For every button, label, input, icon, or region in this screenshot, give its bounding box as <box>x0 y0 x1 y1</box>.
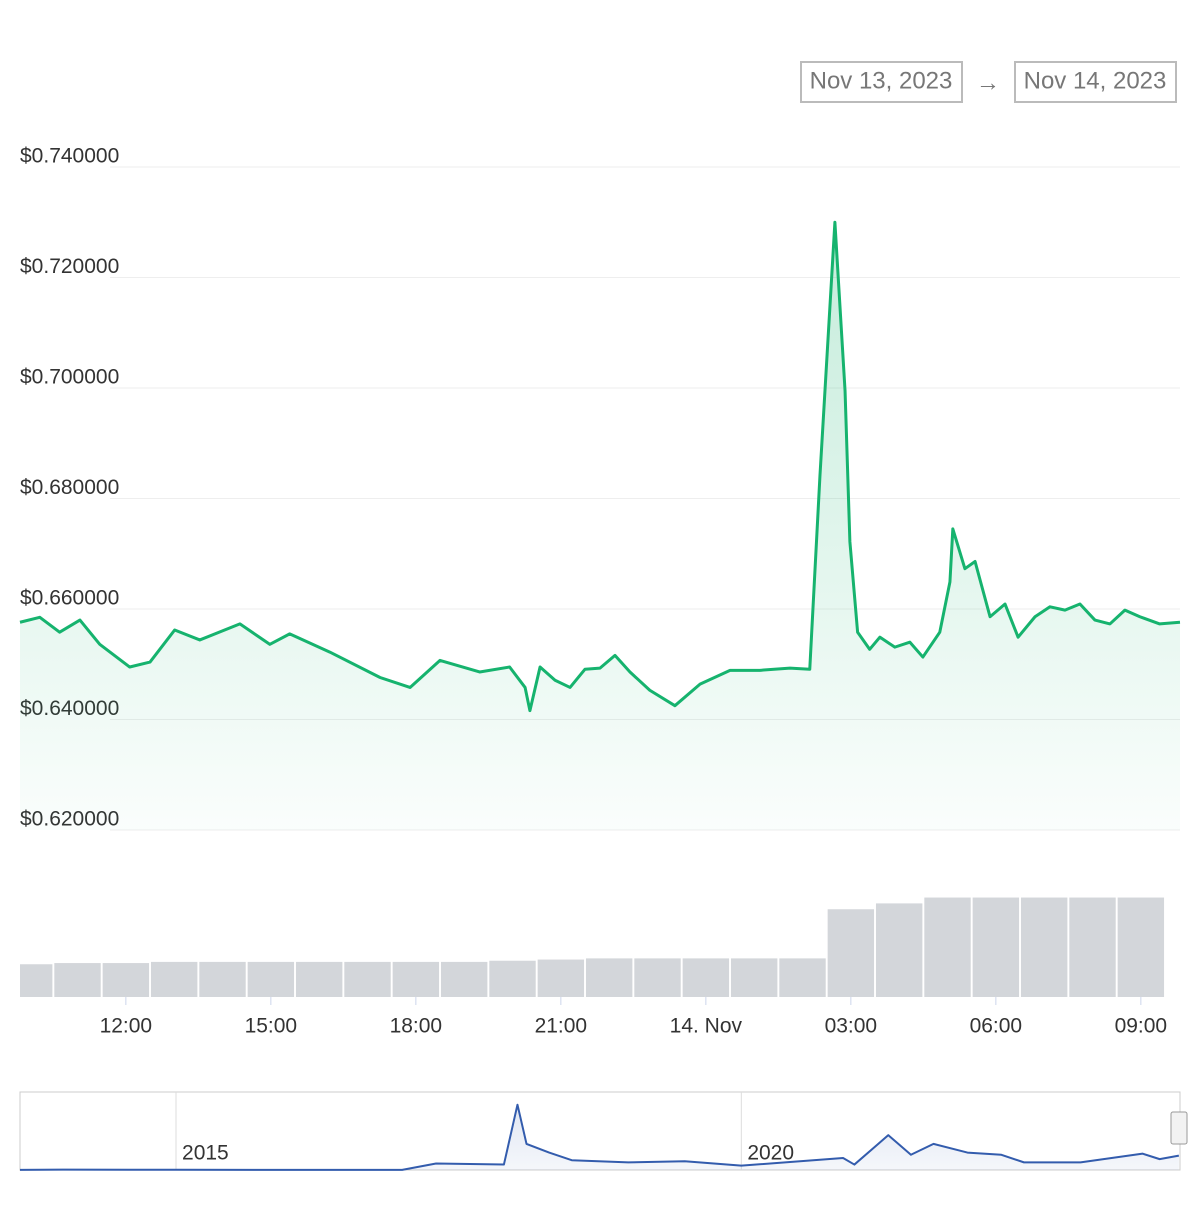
volume-bar <box>392 961 440 997</box>
volume-bar <box>102 963 150 997</box>
area <box>20 222 1180 830</box>
x-tick-label: 12:00 <box>100 1015 153 1038</box>
x-tick-label: 21:00 <box>535 1015 588 1038</box>
volume-bar <box>199 961 246 997</box>
y-tick-label: $0.660000 <box>20 587 119 610</box>
date-from-box[interactable] <box>800 61 963 103</box>
volume-bar <box>20 964 53 997</box>
x-tick-label: 03:00 <box>825 1015 878 1038</box>
area <box>20 1104 1179 1170</box>
y-tick-label: $0.740000 <box>20 145 119 168</box>
volume-bar <box>1020 897 1068 997</box>
volume-bar <box>875 903 923 997</box>
volume-bar <box>1117 897 1165 997</box>
y-tick-label: $0.700000 <box>20 366 119 389</box>
x-tick-label: 2020 <box>747 1142 794 1165</box>
volume-bar <box>972 897 1020 997</box>
x-tick-label: 15:00 <box>245 1015 298 1038</box>
price-line <box>19 220 1181 713</box>
x-tick-label: 18:00 <box>390 1015 443 1038</box>
volume-bar <box>779 958 826 997</box>
date-arrow: → <box>976 69 1000 96</box>
volume-bar <box>585 958 633 997</box>
volume-bar <box>295 961 343 997</box>
volume-bar <box>247 961 295 997</box>
volume-bar <box>924 897 971 997</box>
x-tick-label: 14. Nov <box>670 1015 743 1038</box>
volume-bar <box>150 961 198 997</box>
price-line <box>19 1103 1180 1171</box>
volume-bar <box>344 961 391 997</box>
volume-bar <box>730 958 778 997</box>
volume-bar <box>682 958 730 997</box>
y-tick-label: $0.680000 <box>20 476 119 499</box>
date-to[interactable]: Nov 14, 2023 <box>1024 67 1167 94</box>
date-to-box[interactable] <box>1014 61 1177 103</box>
volume-bar <box>537 959 585 997</box>
volume-bar <box>489 960 536 997</box>
x-tick-label: 09:00 <box>1115 1015 1168 1038</box>
volume-bar <box>1069 897 1116 997</box>
navigator-handle[interactable] <box>1170 1111 1188 1145</box>
volume-bar <box>54 963 101 997</box>
x-tick-label: 2015 <box>182 1142 229 1165</box>
x-tick-label: 06:00 <box>970 1015 1023 1038</box>
y-tick-label: $0.720000 <box>20 255 119 278</box>
date-from[interactable]: Nov 13, 2023 <box>810 67 953 94</box>
volume-bar <box>440 961 488 997</box>
volume-bar <box>827 909 875 997</box>
volume-bar <box>634 958 681 997</box>
